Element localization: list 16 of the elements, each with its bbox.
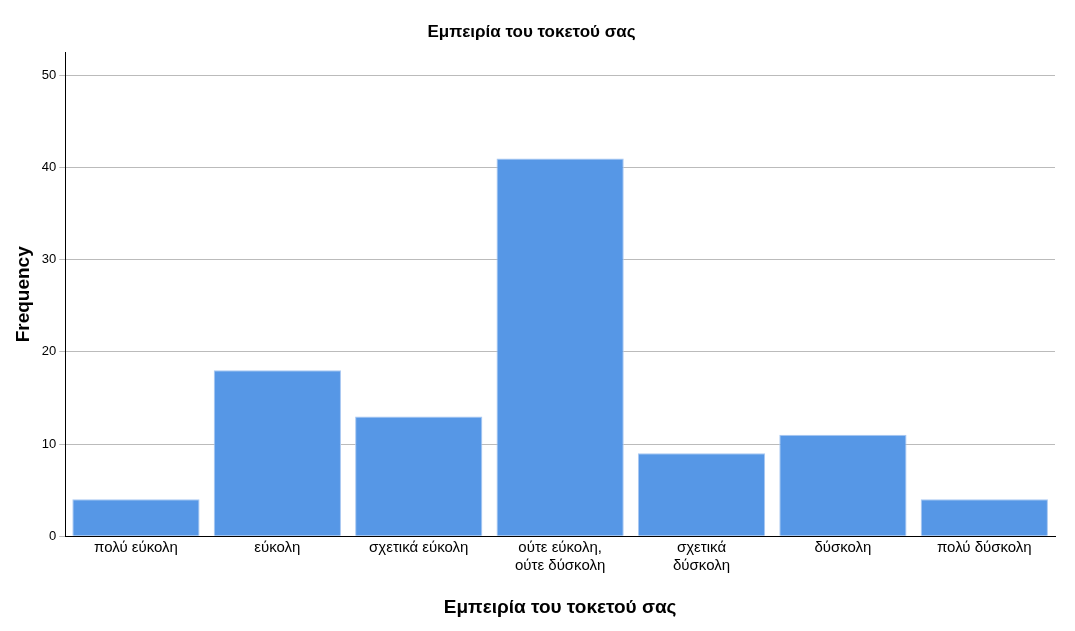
y-tick-label: 50 [41, 67, 57, 83]
y-tick-label: 40 [41, 159, 57, 175]
x-tick-label: δύσκολη [814, 538, 872, 556]
y-tick-label: 10 [41, 435, 57, 451]
x-axis-title: Εμπειρία του τοκετού σας [443, 595, 677, 617]
y-tick-label: 30 [41, 251, 57, 267]
x-tick-label: σχετικά εύκολη [369, 538, 469, 556]
y-tick-label: 20 [41, 343, 57, 359]
x-tick-label: πολύ δύσκολη [936, 538, 1032, 556]
x-tick-label: πολύ εύκολη [94, 538, 178, 556]
y-axis-title: Frequency [11, 245, 33, 343]
chart-title: Εμπειρία του τοκετού σας [427, 21, 636, 41]
x-tick-label: σχετικά δύσκολη [673, 538, 731, 574]
x-tick-label: ούτε εύκολη, ούτε δύσκολη [514, 538, 606, 574]
x-tick-label: εύκολη [254, 538, 301, 556]
y-tick-label: 0 [49, 527, 57, 543]
